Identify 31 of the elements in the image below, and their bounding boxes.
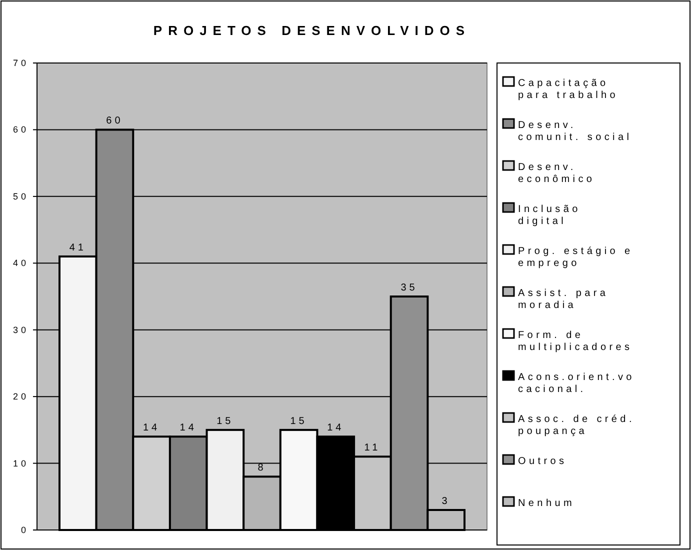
data-label: 41 [69, 242, 86, 254]
y-tick-label: 20 [12, 392, 29, 402]
legend-label: Desenv. comunit. social [518, 120, 632, 143]
chart-title: PROJETOS DESENVOLVIDOS [153, 23, 471, 38]
data-label: 14 [142, 422, 160, 434]
legend-label: Capacitação para trabalho [518, 78, 619, 101]
y-tick-label: 30 [12, 324, 29, 335]
legend-label: Assoc. de créd. poupança [518, 414, 635, 437]
legend-label: Inclusão digital [518, 204, 581, 227]
data-label: 14 [327, 422, 344, 434]
y-tick-label: 40 [12, 258, 29, 268]
data-label: 15 [290, 416, 308, 427]
data-label: 15 [216, 416, 234, 427]
legend-label: Desenv. econômico [518, 162, 596, 185]
data-label: 11 [364, 442, 381, 454]
legend-label: Outros [518, 456, 568, 467]
legend-label: Form. de multiplicadores [518, 330, 633, 353]
legend-label: Assist. para moradia [518, 288, 609, 311]
legend-label: Nenhum [518, 498, 575, 509]
data-label: 14 [180, 422, 197, 434]
data-label: 35 [400, 282, 418, 294]
y-tick-label: 70 [12, 58, 29, 68]
data-label: 3 [442, 496, 450, 507]
y-tick-label: 50 [12, 191, 29, 202]
data-label: 8 [258, 462, 266, 474]
legend-label: Acons.orient.vocacional. [518, 372, 635, 395]
legend-label: Prog. estágio e emprego [518, 246, 634, 269]
y-tick-label: 60 [12, 124, 29, 135]
y-tick-label: 0 [20, 525, 29, 535]
data-label: 60 [106, 116, 124, 127]
y-tick-label: 10 [12, 458, 29, 468]
